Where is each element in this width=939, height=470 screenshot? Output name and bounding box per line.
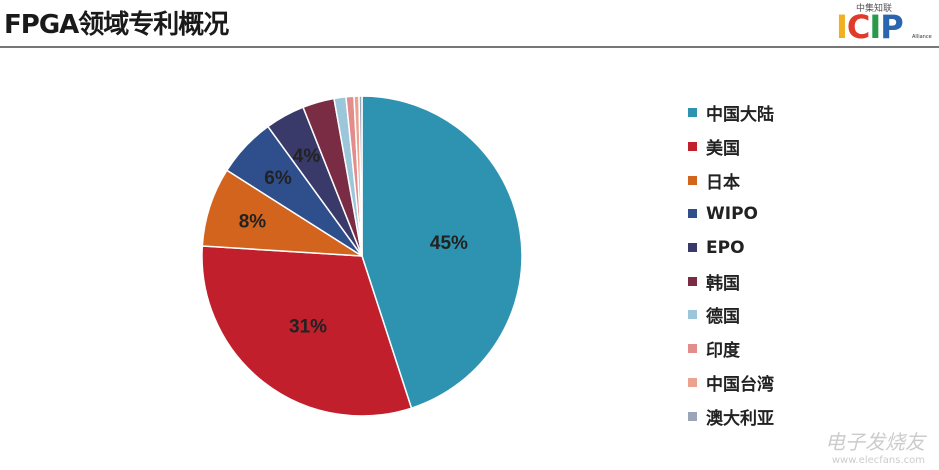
legend-label: 中国大陆 (706, 105, 774, 126)
legend-item: EPO (688, 231, 774, 265)
legend-item: 印度 (688, 332, 774, 366)
logo-cn-text: 中集知联 (856, 4, 893, 14)
legend-label: 澳大利亚 (706, 408, 774, 429)
watermark-brand: 电子发烧友 (825, 430, 925, 454)
logo-sub-text: Alliance (912, 34, 932, 40)
data-label: 31% (289, 317, 327, 338)
pie-slice-1 (201, 245, 413, 417)
legend-label: 美国 (706, 139, 740, 160)
legend-swatch (688, 108, 697, 118)
pie-slice-0 (361, 95, 523, 410)
data-label: 6% (264, 168, 292, 189)
legend-item: 日本 (688, 163, 774, 197)
legend-label: EPO (706, 237, 745, 258)
logo-main-text: ICIP (836, 8, 904, 46)
header-divider (0, 46, 939, 48)
legend-label: 中国台湾 (706, 374, 774, 395)
data-label: 8% (239, 211, 267, 232)
legend-swatch (688, 411, 697, 421)
legend-label: 日本 (706, 172, 740, 193)
legend-label: 印度 (706, 341, 740, 362)
legend-swatch (688, 175, 697, 185)
legend-label: 德国 (706, 307, 740, 328)
legend-label: 韩国 (706, 273, 740, 294)
legend-label: WIPO (706, 203, 758, 224)
legend-item: 中国台湾 (688, 366, 774, 400)
data-label: 4% (293, 146, 321, 167)
legend-item: 韩国 (688, 264, 774, 298)
legend-swatch (688, 209, 697, 219)
legend-item: 德国 (688, 298, 774, 332)
watermark: 电子发烧友 www.elecfans.com (825, 426, 925, 466)
pie-slice-9 (358, 95, 363, 257)
data-label: 45% (430, 233, 468, 254)
legend-swatch (688, 344, 697, 354)
legend-item: 中国大陆 (688, 96, 774, 130)
legend-item: WIPO (688, 197, 774, 231)
legend-swatch (688, 243, 697, 253)
legend-swatch (688, 276, 697, 286)
legend-swatch (688, 310, 697, 320)
icip-logo: 中集知联 ICIP Alliance (832, 0, 932, 46)
chart-legend: 中国大陆美国日本 WIPO EPO 韩国德国印度中国台湾澳大利亚 (688, 96, 774, 433)
legend-swatch (688, 142, 697, 152)
watermark-url: www.elecfans.com (831, 455, 925, 466)
page-title: FPGA领域专利概况 (4, 10, 229, 40)
legend-item: 澳大利亚 (688, 399, 774, 433)
legend-swatch (688, 377, 697, 387)
legend-item: 美国 (688, 130, 774, 164)
